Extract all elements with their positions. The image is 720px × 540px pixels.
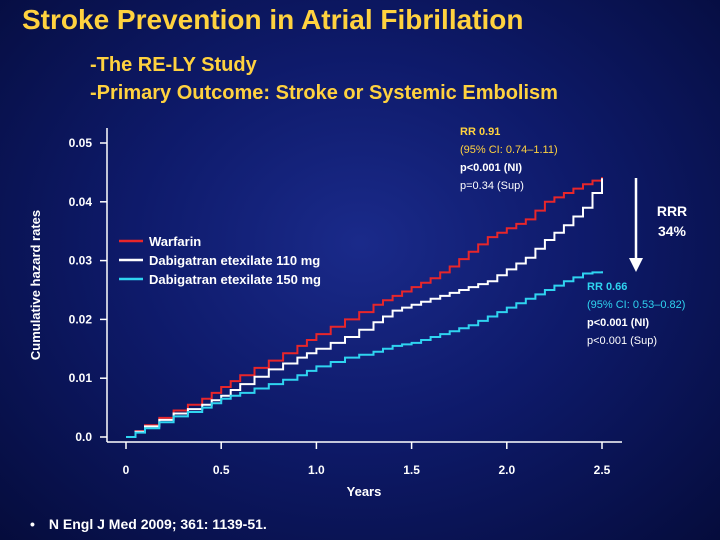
page-title: Stroke Prevention in Atrial Fibrillation bbox=[22, 4, 524, 35]
series-line-3 bbox=[126, 271, 603, 438]
x-tick-label: 1.5 bbox=[403, 463, 420, 477]
subtitle-study: -The RE-LY Study bbox=[90, 54, 257, 76]
rrr-arrow-head bbox=[629, 258, 643, 272]
series-group bbox=[126, 177, 603, 438]
y-tick-group: 0.0 0.01 0.02 0.03 0.04 0.05 bbox=[69, 136, 107, 444]
x-axis-label: Years bbox=[347, 484, 382, 499]
x-tick-group: 0 0.5 1.0 1.5 2.0 2.5 bbox=[123, 442, 611, 477]
y-tick-label: 0.03 bbox=[69, 254, 93, 268]
y-tick-label: 0.0 bbox=[75, 430, 92, 444]
y-tick-label: 0.01 bbox=[69, 371, 93, 385]
x-tick-label: 0 bbox=[123, 463, 130, 477]
lower-rr: RR 0.66 bbox=[587, 281, 627, 293]
lower-p-sup: p<0.001 (Sup) bbox=[587, 335, 657, 347]
series-line-2 bbox=[126, 178, 603, 438]
x-tick-label: 0.5 bbox=[213, 463, 230, 477]
y-tick-label: 0.05 bbox=[69, 136, 93, 150]
y-axis-label: Cumulative hazard rates bbox=[28, 210, 43, 360]
x-tick-label: 2.0 bbox=[498, 463, 515, 477]
subtitle-outcome: -Primary Outcome: Stroke or Systemic Emb… bbox=[90, 82, 558, 104]
reference-text: N Engl J Med 2009; 361: 1139-51. bbox=[48, 516, 267, 532]
legend: Warfarin Dabigatran etexilate 110 mg Dabig… bbox=[119, 234, 321, 287]
upper-annotation: RR 0.91 (95% CI: 0.74–1.11) p<0.001 (NI)… bbox=[460, 126, 558, 192]
upper-ci: (95% CI: 0.74–1.11) bbox=[460, 144, 558, 156]
rrr-label: RRR bbox=[657, 203, 687, 219]
lower-annotation: RR 0.66 (95% CI: 0.53–0.82) p<0.001 (NI)… bbox=[587, 281, 685, 347]
y-tick-label: 0.02 bbox=[69, 312, 93, 326]
lower-ci: (95% CI: 0.53–0.82) bbox=[587, 299, 685, 311]
legend-label: Dabigatran etexilate 110 mg bbox=[149, 253, 320, 268]
x-tick-label: 1.0 bbox=[308, 463, 325, 477]
series-line-1 bbox=[126, 177, 603, 438]
lower-p-ni: p<0.001 (NI) bbox=[587, 317, 649, 329]
y-tick-label: 0.04 bbox=[69, 195, 93, 209]
bullet-icon: • bbox=[30, 516, 35, 532]
rrr-value: 34% bbox=[658, 223, 687, 239]
legend-label: Dabigatran etexilate 150 mg bbox=[149, 272, 321, 287]
legend-label: Warfarin bbox=[149, 234, 201, 249]
reference-citation: • N Engl J Med 2009; 361: 1139-51. bbox=[30, 516, 267, 532]
upper-p-ni: p<0.001 (NI) bbox=[460, 162, 522, 174]
x-tick-label: 2.5 bbox=[594, 463, 611, 477]
upper-rr: RR 0.91 bbox=[460, 126, 500, 138]
upper-p-sup: p=0.34 (Sup) bbox=[460, 180, 524, 192]
